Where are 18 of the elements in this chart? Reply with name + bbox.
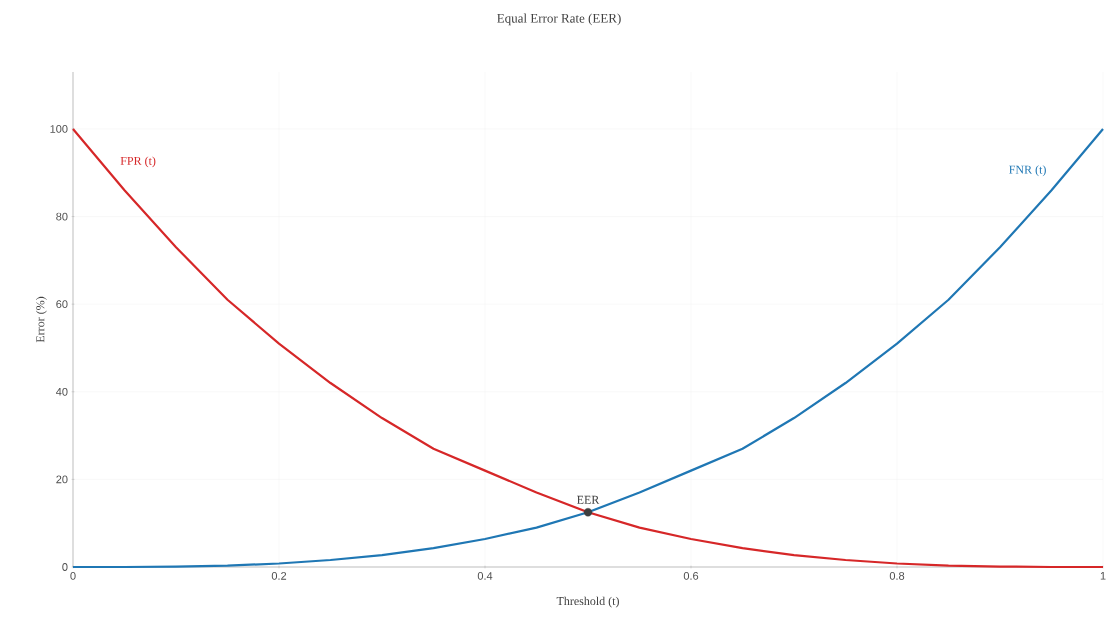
series-label: FPR (t) [120, 156, 156, 168]
y-tick-label: 0 [62, 563, 68, 571]
y-tick-label: 80 [56, 212, 68, 221]
series-label: EER [577, 495, 600, 504]
y-tick-label: 60 [56, 300, 68, 309]
x-tick-label: 0.2 [271, 572, 287, 580]
y-tick-label: 100 [50, 125, 68, 133]
x-tick-label: 0.6 [683, 572, 699, 580]
chart-title: Equal Error Rate (EER) [497, 13, 621, 26]
y-tick-label: 20 [56, 475, 68, 484]
y-axis-title: Error (%) [35, 296, 47, 343]
x-tick-label: 0.4 [477, 572, 493, 580]
x-tick-label: 0 [70, 572, 76, 580]
x-tick-label: 1 [1100, 572, 1106, 580]
x-tick-label: 0.8 [889, 572, 905, 580]
series-label: FNR (t) [1009, 165, 1046, 177]
y-tick-label: 40 [55, 387, 68, 396]
x-axis-title: Threshold (t) [556, 596, 619, 608]
